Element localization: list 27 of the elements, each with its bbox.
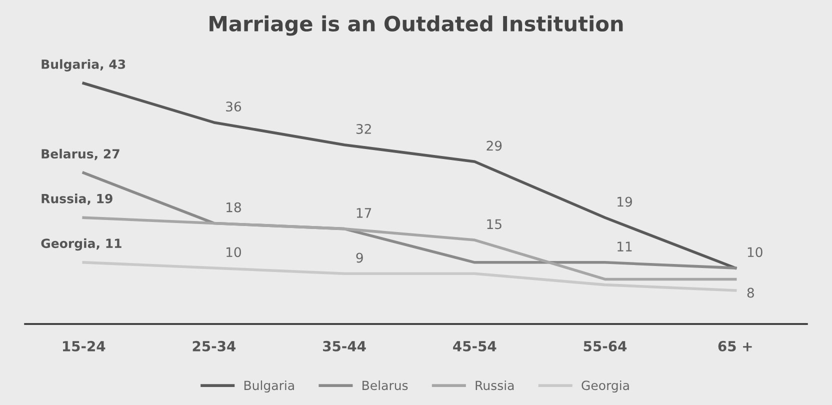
data-label: Russia, 19 xyxy=(42,194,112,205)
chart-title: Marriage is an Outdated Institution xyxy=(210,15,623,36)
legend-label: Belarus xyxy=(362,380,408,390)
data-label: 18 xyxy=(226,202,241,212)
legend-label: Georgia xyxy=(582,380,629,393)
data-label: 11 xyxy=(618,242,632,252)
data-label: 36 xyxy=(226,102,242,112)
data-label: Georgia, 11 xyxy=(41,238,122,251)
data-label: 10 xyxy=(226,247,241,258)
data-label: 32 xyxy=(356,124,371,134)
x-tick-label: 45-54 xyxy=(453,341,496,352)
data-label: 29 xyxy=(486,140,502,151)
data-label: 19 xyxy=(618,196,632,207)
x-tick-label: 15-24 xyxy=(62,340,106,352)
legend-label: Bulgaria xyxy=(244,380,294,393)
x-tick-label: 35-44 xyxy=(323,340,366,352)
x-tick-label: 25-34 xyxy=(192,340,236,352)
data-label: Bulgaria, 43 xyxy=(42,59,126,72)
data-label: 17 xyxy=(356,208,372,218)
data-label: 9 xyxy=(356,252,363,263)
x-tick-label: 55-64 xyxy=(584,340,627,352)
data-label: 8 xyxy=(747,288,754,298)
data-label: Belarus, 27 xyxy=(42,148,120,160)
data-label: 10 xyxy=(748,247,762,258)
data-label: 15 xyxy=(487,219,502,230)
legend-label: Russia xyxy=(476,380,514,390)
x-tick-label: 65 + xyxy=(718,340,752,352)
